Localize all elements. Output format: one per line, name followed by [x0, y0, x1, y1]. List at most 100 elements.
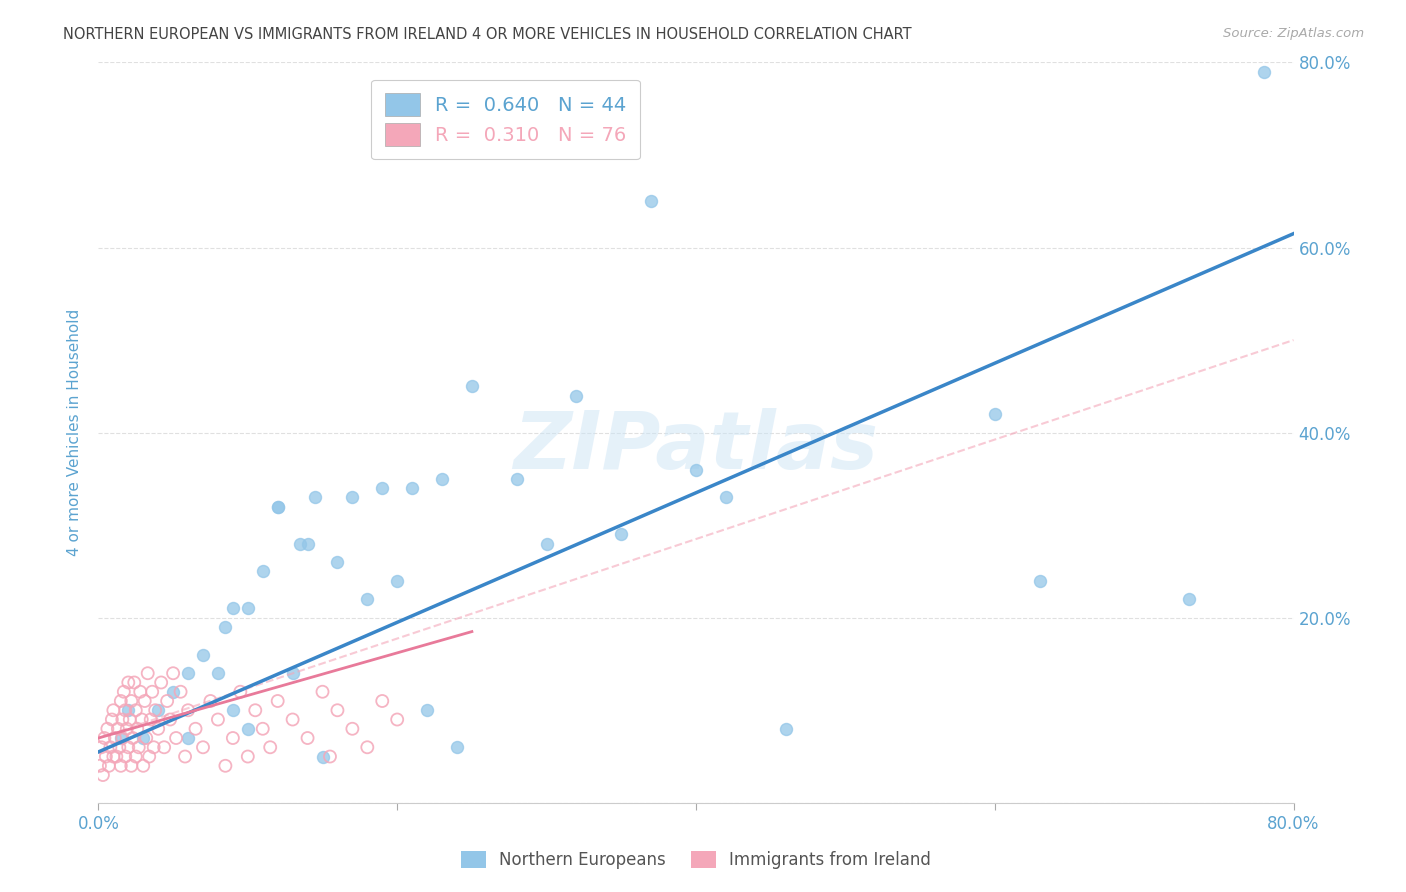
Point [117, 703, 139, 717]
Point [111, 713, 134, 727]
Point [177, 703, 200, 717]
Point [252, 565, 274, 579]
Point [385, 713, 409, 727]
Point [98, 740, 122, 755]
Point [91, 768, 114, 782]
Point [177, 731, 200, 745]
Point [115, 722, 138, 736]
Point [153, 740, 176, 755]
Point [90, 740, 112, 755]
Point [120, 758, 142, 772]
Point [311, 749, 333, 764]
Point [128, 740, 150, 755]
Point [461, 379, 484, 393]
Point [326, 555, 349, 569]
Point [1178, 592, 1201, 607]
Point [342, 491, 364, 505]
Point [156, 694, 179, 708]
Point [222, 601, 245, 615]
Point [297, 731, 319, 745]
Point [506, 472, 529, 486]
Point [134, 694, 156, 708]
Point [159, 713, 181, 727]
Legend: Northern Europeans, Immigrants from Ireland: Northern Europeans, Immigrants from Irel… [454, 845, 938, 876]
Point [162, 666, 184, 681]
Point [371, 694, 394, 708]
Point [259, 740, 281, 755]
Point [446, 740, 468, 755]
Point [252, 722, 274, 736]
Point [148, 703, 170, 717]
Point [214, 758, 236, 772]
Point [114, 703, 136, 717]
Point [111, 731, 134, 745]
Point [138, 749, 160, 764]
Point [129, 685, 152, 699]
Point [610, 527, 633, 541]
Point [184, 722, 207, 736]
Point [319, 749, 342, 764]
Point [1028, 574, 1050, 588]
Point [222, 703, 245, 717]
Point [117, 740, 139, 755]
Point [385, 574, 409, 588]
Point [214, 620, 236, 634]
Point [141, 685, 163, 699]
Point [89, 758, 111, 772]
Point [177, 666, 200, 681]
Point [1253, 64, 1275, 78]
Point [356, 740, 378, 755]
Point [96, 722, 118, 736]
Point [200, 694, 222, 708]
Point [229, 685, 252, 699]
Point [148, 722, 170, 736]
Point [105, 749, 128, 764]
Point [281, 666, 304, 681]
Point [103, 749, 125, 764]
Point [267, 694, 290, 708]
Point [143, 703, 166, 717]
Point [371, 481, 394, 495]
Point [207, 713, 229, 727]
Point [125, 703, 148, 717]
Point [110, 731, 132, 745]
Point [222, 731, 245, 745]
Text: Source: ZipAtlas.com: Source: ZipAtlas.com [1223, 27, 1364, 40]
Point [139, 713, 162, 727]
Point [150, 675, 173, 690]
Point [356, 592, 378, 607]
Point [191, 648, 214, 662]
Point [120, 694, 142, 708]
Point [311, 685, 333, 699]
Point [165, 731, 187, 745]
Point [267, 500, 290, 514]
Point [97, 758, 120, 772]
Point [117, 675, 139, 690]
Point [108, 740, 131, 755]
Point [685, 462, 707, 476]
Point [326, 703, 349, 717]
Point [191, 740, 214, 755]
Point [430, 472, 453, 486]
Point [288, 536, 311, 550]
Point [162, 685, 184, 699]
Point [124, 675, 146, 690]
Point [267, 500, 290, 514]
Point [536, 536, 558, 550]
Point [132, 758, 155, 772]
Point [93, 731, 115, 745]
Point [101, 713, 124, 727]
Point [984, 407, 1007, 421]
Point [121, 731, 143, 745]
Point [565, 388, 588, 402]
Point [775, 722, 797, 736]
Point [236, 749, 259, 764]
Point [236, 722, 259, 736]
Point [114, 749, 136, 764]
Point [135, 731, 157, 745]
Point [94, 749, 117, 764]
Point [107, 722, 129, 736]
Point [169, 685, 191, 699]
Point [131, 713, 153, 727]
Point [236, 601, 259, 615]
